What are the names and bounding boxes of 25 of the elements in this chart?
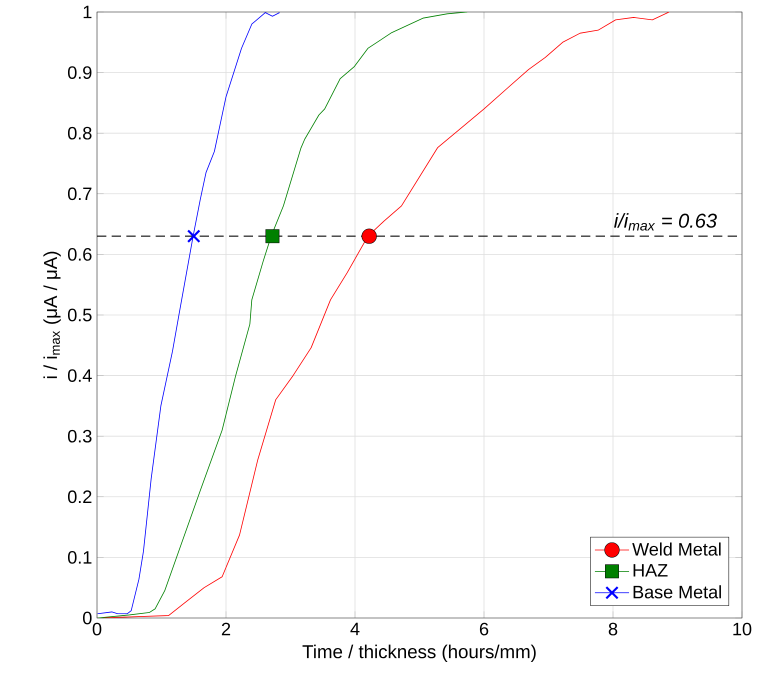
- y-tick-label: 0.4: [68, 369, 92, 382]
- y-tick-label: 0.8: [68, 126, 92, 140]
- legend-label: Base Metal: [634, 585, 721, 598]
- y-tick-label: 0.2: [68, 490, 92, 504]
- y-tick-label: 0.7: [68, 187, 92, 200]
- x-tick-label: 4: [350, 622, 360, 636]
- y-tick-label: 0.9: [68, 66, 92, 79]
- y-tick-label: 0.5: [68, 308, 92, 322]
- line-series: [97, 12, 280, 614]
- line-series: [97, 12, 468, 618]
- y-tick-label: 0.1: [68, 551, 92, 564]
- y-tick-label: 0: [82, 612, 92, 624]
- x-tick-label: 10: [733, 622, 752, 636]
- legend-label: Weld Metal: [632, 542, 721, 556]
- x-tick-label: 8: [608, 622, 618, 636]
- y-tick-label: 1: [84, 6, 92, 18]
- x-tick-label: 0: [92, 622, 102, 636]
- y-tick-label: 0.6: [68, 248, 92, 261]
- x-tick-label: 6: [480, 622, 488, 636]
- y-tick-label: 0.3: [68, 430, 92, 443]
- ref-line-label: i/i$_{max}$ = 0.63: [614, 213, 717, 231]
- x-tick-label: 2: [222, 622, 230, 636]
- y-axis-title: i / i$_{max}$ (μA / μA): [43, 252, 61, 378]
- legend-label: HAZ: [634, 564, 668, 577]
- x-axis-title: Time / thickness (hours/mm): [302, 644, 536, 662]
